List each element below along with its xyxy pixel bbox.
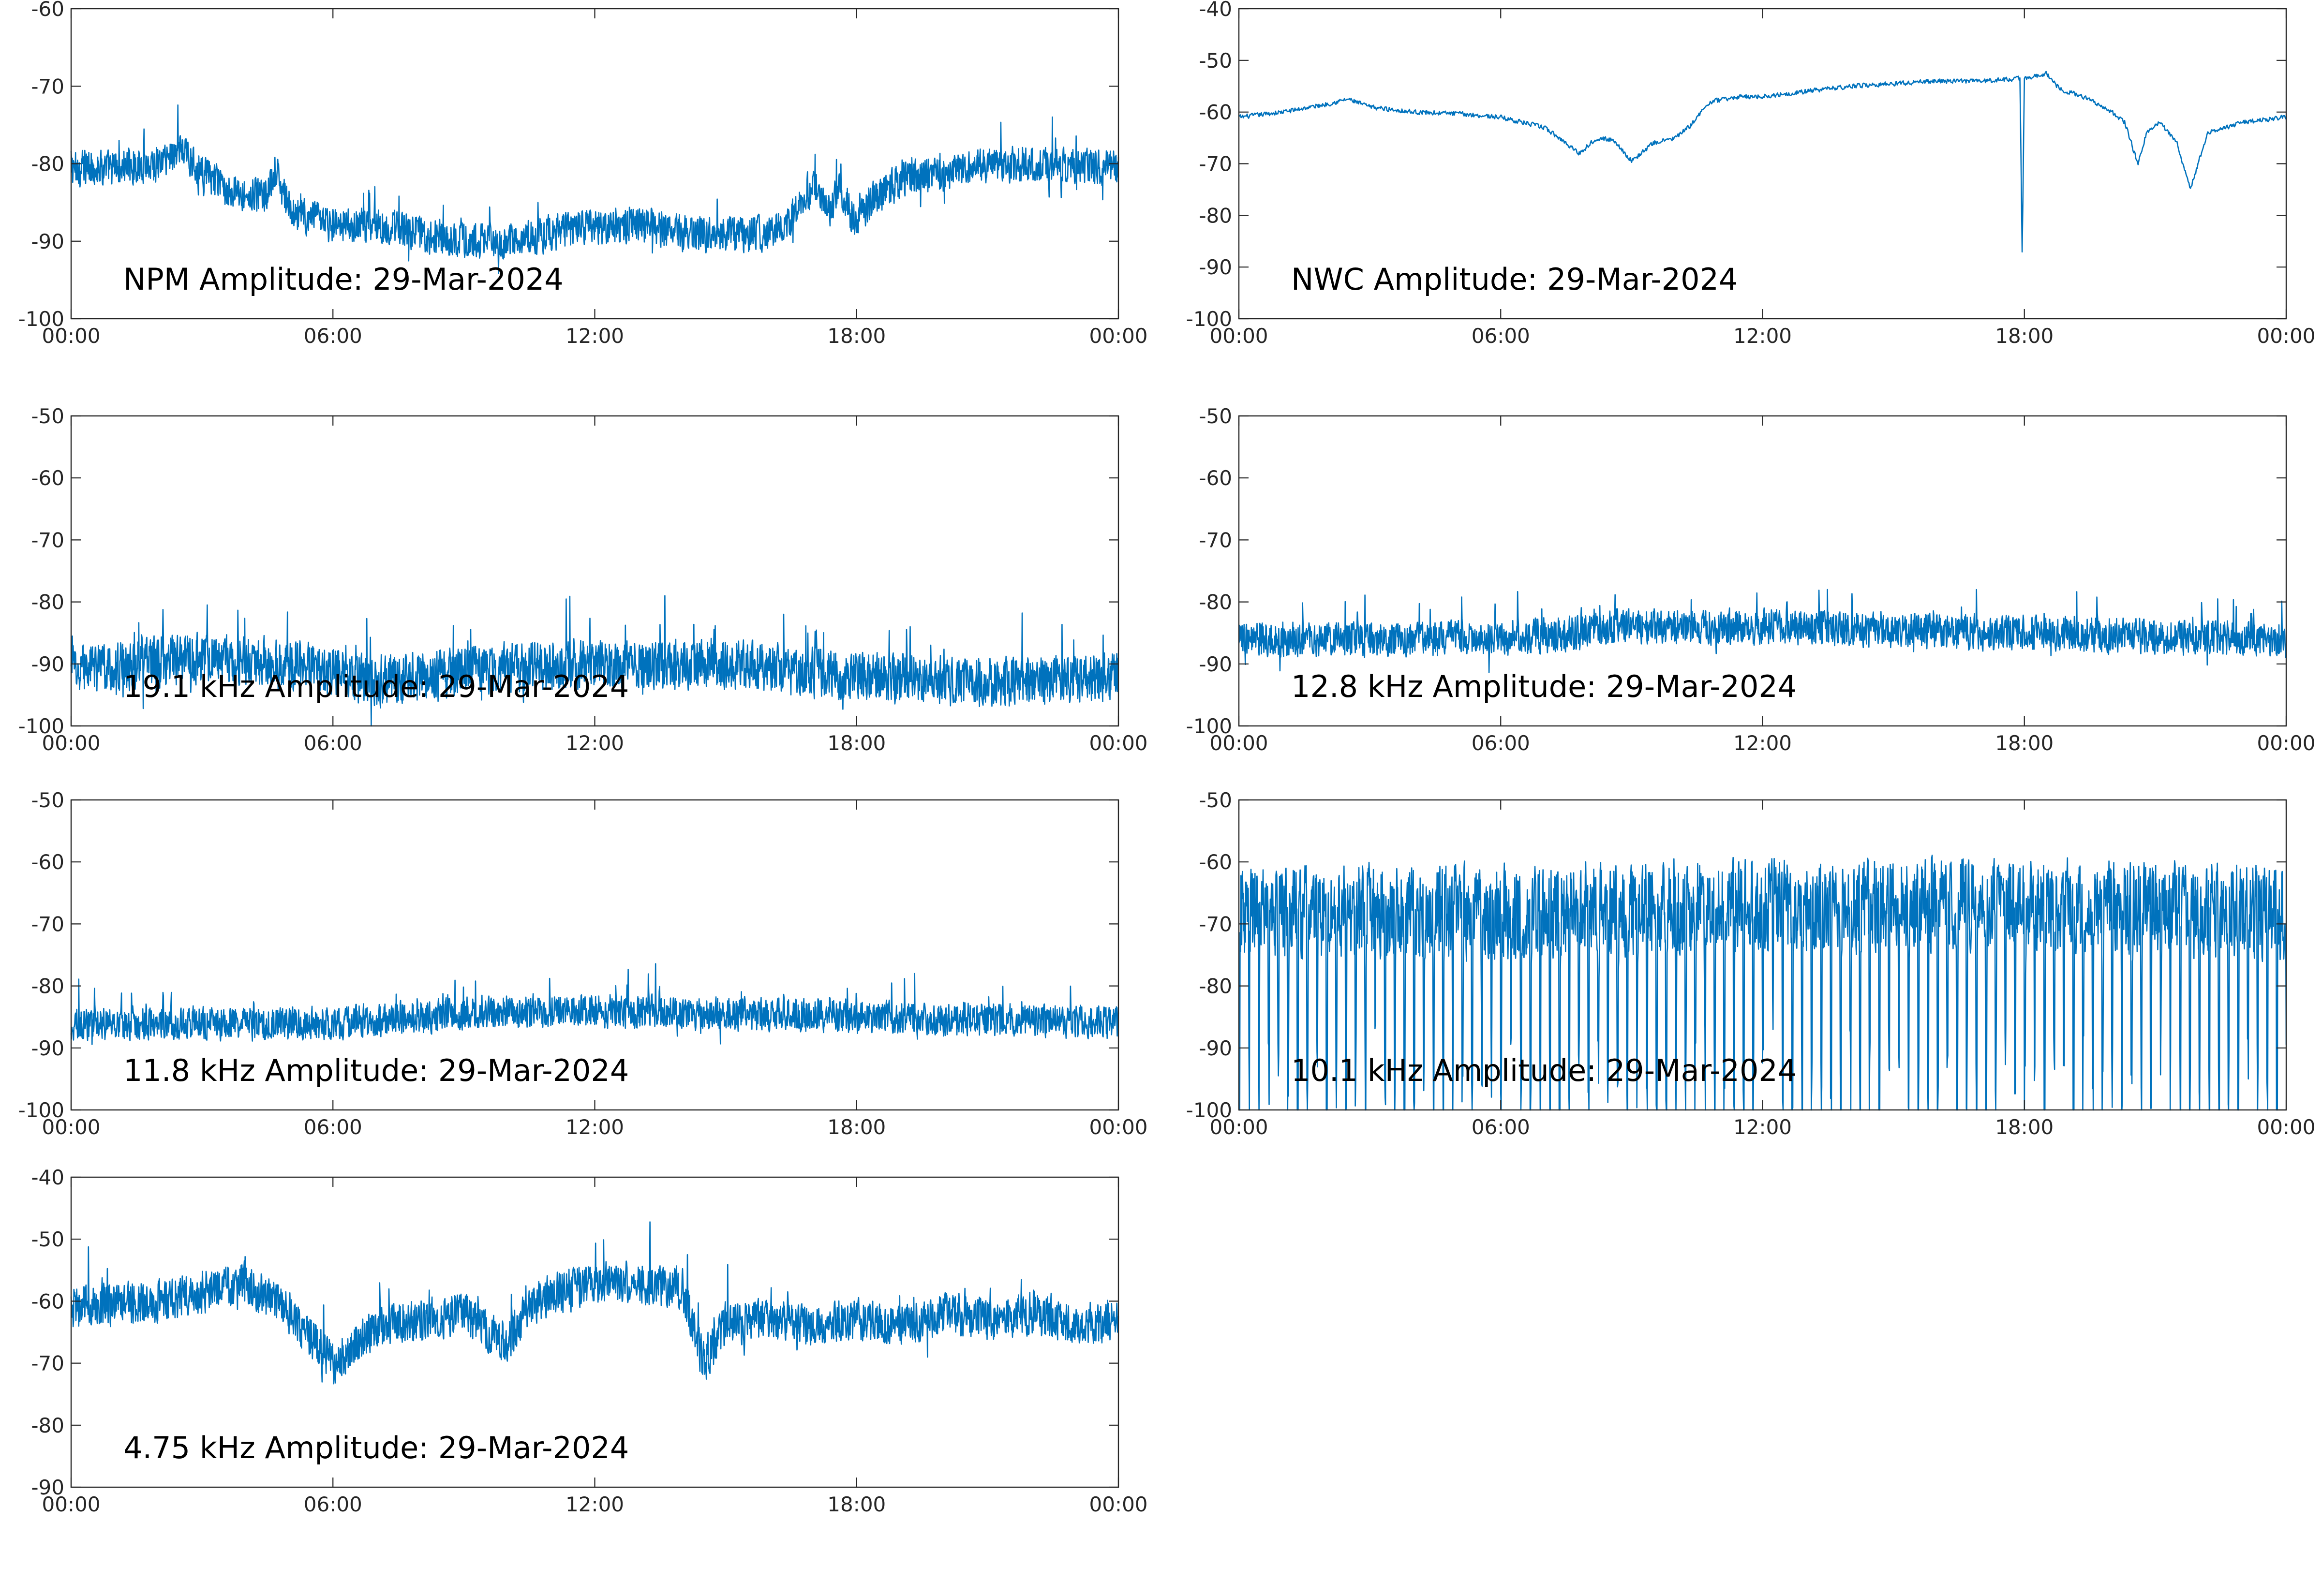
y-tick-label: -80 — [1199, 591, 1232, 614]
x-tick-label: 00:00 — [42, 324, 100, 348]
x-tick-label: 12:00 — [566, 324, 624, 348]
y-tick-label: -80 — [31, 591, 64, 614]
x-tick-label: 12:00 — [1733, 1115, 1792, 1139]
y-tick-label: -80 — [1199, 975, 1232, 998]
series-line — [70, 1221, 1119, 1385]
y-tick-label: -90 — [1199, 652, 1232, 676]
y-tick-label: -80 — [1199, 204, 1232, 227]
y-tick-label: -100 — [1186, 1098, 1232, 1122]
y-tick-label: -40 — [31, 1166, 64, 1189]
x-tick-label: 12:00 — [566, 1493, 624, 1516]
x-tick-label: 00:00 — [1089, 1493, 1147, 1516]
y-tick-label: -70 — [31, 74, 64, 98]
x-tick-label: 12:00 — [1733, 731, 1792, 755]
y-tick-label: -70 — [31, 1352, 64, 1375]
x-tick-label: 00:00 — [2257, 1115, 2315, 1139]
x-tick-label: 00:00 — [1209, 1115, 1268, 1139]
y-tick-label: -50 — [31, 788, 64, 812]
y-tick-label: -90 — [1199, 1036, 1232, 1060]
x-tick-label: 00:00 — [2257, 324, 2315, 348]
y-tick-label: -60 — [1199, 466, 1232, 490]
x-tick-label: 06:00 — [1472, 324, 1530, 348]
panel-title: 11.8 kHz Amplitude: 29-Mar-2024 — [123, 1053, 629, 1088]
y-tick-label: -60 — [31, 0, 64, 21]
x-tick-label: 06:00 — [1472, 731, 1530, 755]
panel-title: NPM Amplitude: 29-Mar-2024 — [123, 262, 564, 297]
x-tick-label: 00:00 — [2257, 731, 2315, 755]
x-tick-label: 00:00 — [1089, 731, 1147, 755]
y-tick-label: -90 — [31, 1036, 64, 1060]
series-line — [70, 963, 1119, 1045]
y-tick-label: -70 — [31, 528, 64, 552]
chart-panel-10-1-khz-amplitude: 00:00 06:00 12:00 18:00 00:00-100-90-80-70-6… — [1186, 788, 2316, 1139]
x-tick-label: 06:00 — [304, 731, 362, 755]
y-tick-label: -60 — [1199, 850, 1232, 874]
x-tick-label: 00:00 — [1089, 1115, 1147, 1139]
y-tick-label: -70 — [1199, 528, 1232, 552]
y-tick-label: -100 — [1186, 307, 1232, 331]
series-line — [1238, 855, 2287, 1111]
series-line — [1238, 589, 2287, 673]
chart-panel-12-8-khz-amplitude: 00:00 06:00 12:00 18:00 00:00-100-90-80-70-6… — [1186, 404, 2316, 755]
chart-panel-npm-amplitude: 00:00 06:00 12:00 18:00 00:00-100-90-80-70-6… — [18, 0, 1148, 348]
chart-panel-nwc-amplitude: 00:00 06:00 12:00 18:00 00:00-100-90-80-70-6… — [1186, 0, 2316, 348]
panel-title: 4.75 kHz Amplitude: 29-Mar-2024 — [123, 1430, 629, 1465]
x-tick-label: 12:00 — [566, 1115, 624, 1139]
x-tick-label: 00:00 — [42, 1115, 100, 1139]
y-tick-label: -100 — [18, 307, 64, 331]
y-tick-label: -90 — [1199, 255, 1232, 279]
chart-panel-4-75-khz-amplitude: 00:00 06:00 12:00 18:00 00:00-90-80-70-60-50… — [31, 1166, 1147, 1516]
y-tick-label: -100 — [1186, 714, 1232, 738]
y-tick-label: -90 — [31, 652, 64, 676]
x-tick-label: 00:00 — [42, 1493, 100, 1516]
y-tick-label: -60 — [31, 850, 64, 874]
x-tick-label: 06:00 — [304, 324, 362, 348]
x-tick-label: 00:00 — [1209, 324, 1268, 348]
y-tick-label: -60 — [31, 466, 64, 490]
x-tick-label: 18:00 — [1995, 324, 2054, 348]
y-tick-label: -100 — [18, 1098, 64, 1122]
x-tick-label: 00:00 — [1209, 731, 1268, 755]
x-tick-label: 06:00 — [304, 1115, 362, 1139]
series-line — [1238, 71, 2287, 253]
x-tick-label: 18:00 — [1995, 731, 2054, 755]
y-tick-label: -50 — [31, 404, 64, 428]
y-tick-label: -50 — [1199, 49, 1232, 73]
y-tick-label: -70 — [1199, 912, 1232, 936]
y-tick-label: -80 — [31, 1414, 64, 1437]
y-tick-label: -50 — [1199, 404, 1232, 428]
x-tick-label: 18:00 — [827, 1115, 886, 1139]
y-tick-label: -70 — [1199, 152, 1232, 176]
panel-title: 19.1 kHz Amplitude: 29-Mar-2024 — [123, 669, 629, 704]
x-tick-label: 18:00 — [827, 731, 886, 755]
panel-title: 10.1 kHz Amplitude: 29-Mar-2024 — [1291, 1053, 1797, 1088]
y-tick-label: -90 — [31, 230, 64, 253]
x-tick-label: 12:00 — [566, 731, 624, 755]
x-tick-label: 18:00 — [827, 324, 886, 348]
x-tick-label: 12:00 — [1733, 324, 1792, 348]
y-tick-label: -40 — [1199, 0, 1232, 21]
y-tick-label: -70 — [31, 912, 64, 936]
chart-panel-19-1-khz-amplitude: 00:00 06:00 12:00 18:00 00:00-100-90-80-70-6… — [18, 404, 1148, 755]
y-tick-label: -60 — [1199, 101, 1232, 124]
series-line — [70, 104, 1119, 274]
x-tick-label: 06:00 — [304, 1493, 362, 1516]
y-tick-label: -60 — [31, 1289, 64, 1313]
x-tick-label: 18:00 — [827, 1493, 886, 1516]
y-tick-label: -80 — [31, 152, 64, 176]
x-tick-label: 00:00 — [42, 731, 100, 755]
y-tick-label: -50 — [31, 1227, 64, 1251]
panel-title: 12.8 kHz Amplitude: 29-Mar-2024 — [1291, 669, 1797, 704]
panel-title: NWC Amplitude: 29-Mar-2024 — [1291, 262, 1738, 297]
y-tick-label: -90 — [31, 1476, 64, 1499]
y-tick-label: -100 — [18, 714, 64, 738]
series-line — [70, 595, 1119, 727]
x-tick-label: 00:00 — [1089, 324, 1147, 348]
chart-panel-11-8-khz-amplitude: 00:00 06:00 12:00 18:00 00:00-100-90-80-70-6… — [18, 788, 1148, 1139]
y-tick-label: -50 — [1199, 788, 1232, 812]
y-tick-label: -80 — [31, 975, 64, 998]
x-tick-label: 18:00 — [1995, 1115, 2054, 1139]
x-tick-label: 06:00 — [1472, 1115, 1530, 1139]
